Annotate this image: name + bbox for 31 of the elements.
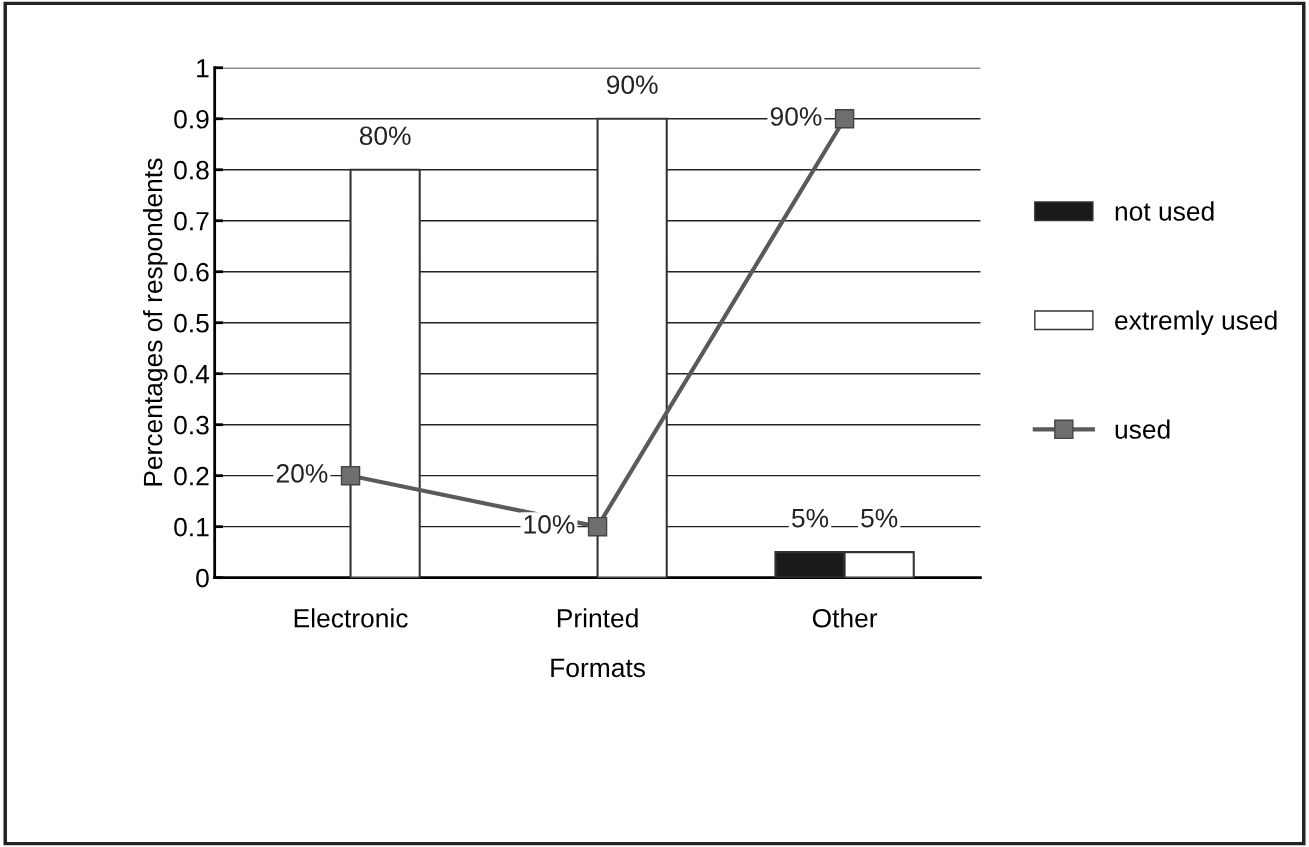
y-tick-label: 0.9	[174, 109, 209, 129]
data-label: 80%	[359, 126, 411, 146]
x-axis-title: Formats	[551, 658, 645, 678]
data-label: 90%	[770, 107, 822, 126]
data-label: 5%	[791, 508, 829, 528]
x-tick-label: Printed	[557, 608, 638, 628]
y-tick-label: 0.7	[174, 211, 209, 231]
y-tick-label: 0.8	[174, 160, 209, 180]
legend-label: extremly used	[1115, 310, 1277, 336]
point	[587, 516, 608, 537]
point	[340, 465, 361, 486]
x-tick-label: Electronic	[294, 608, 408, 628]
y-tick-label: 0.4	[174, 364, 210, 384]
y-axis-title: Percentages of respondents	[142, 158, 168, 486]
y-tick-label: 0.6	[174, 262, 209, 282]
data-label: 10%	[524, 515, 575, 534]
data-label: 5%	[861, 508, 898, 528]
legend-label: not used	[1115, 201, 1214, 221]
data-label: 20%	[276, 464, 328, 483]
y-tick-label: 0.5	[174, 313, 209, 333]
bar	[349, 168, 421, 578]
bar	[596, 117, 668, 578]
data-label: 90%	[606, 75, 658, 95]
y-tick-label: 1	[197, 59, 209, 78]
legend-label: used	[1115, 419, 1170, 439]
y-tick-label: 0	[196, 568, 209, 588]
y-tick-label: 0.1	[174, 517, 209, 537]
x-tick-label: Other	[812, 608, 878, 628]
point	[834, 109, 855, 129]
y-tick-label: 0.3	[174, 415, 209, 435]
y-tick-label: 0.2	[174, 466, 209, 486]
